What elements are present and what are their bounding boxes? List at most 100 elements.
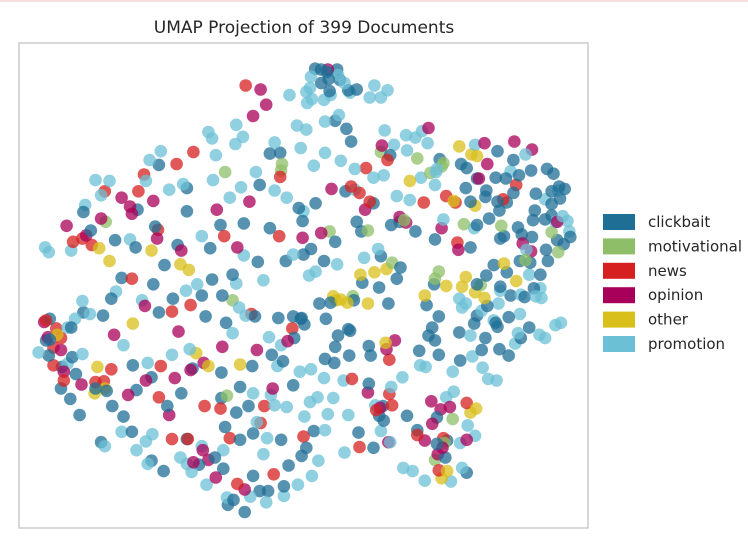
point-promotion-107 [165,348,179,362]
point-clickbait-213 [319,312,333,326]
point-promotion-78 [162,183,176,196]
point-clickbait-120 [261,484,275,498]
point-promotion-148 [447,385,461,399]
point-opinion-59 [138,299,152,313]
point-clickbait-15 [152,158,166,172]
point-opinion-3 [246,109,260,123]
point-promotion-164 [277,489,291,503]
point-clickbait-72 [42,349,56,362]
point-clickbait-93 [313,297,326,310]
point-opinion-38 [75,378,88,391]
point-motivational-0 [275,157,289,171]
point-promotion-141 [511,326,525,340]
point-news-24 [286,322,299,335]
point-clickbait-55 [148,220,162,233]
point-promotion-179 [130,443,143,457]
point-other-38 [497,257,511,270]
point-promotion-188 [330,258,344,271]
point-promotion-138 [466,350,479,363]
point-motivational-13 [545,225,558,239]
point-clickbait-67 [96,309,110,322]
point-promotion-126 [298,410,311,423]
point-clickbait-127 [282,459,295,472]
point-clickbait-97 [343,324,357,338]
point-promotion-143 [538,331,552,345]
legend-label-clickbait: clickbait [648,213,710,231]
point-opinion-1 [254,83,267,96]
point-clickbait-82 [126,359,140,372]
point-opinion-14 [243,195,256,208]
point-news-42 [297,430,310,443]
point-clickbait-47 [292,201,306,215]
point-promotion-70 [249,165,263,179]
point-clickbait-165 [538,213,552,226]
point-clickbait-32 [529,187,543,200]
point-opinion-27 [125,207,139,221]
point-clickbait-74 [69,367,83,381]
point-clickbait-61 [115,271,128,285]
point-news-39 [223,431,237,445]
point-other-6 [92,241,106,255]
point-promotion-124 [268,399,281,412]
point-news-25 [39,314,53,327]
point-clickbait-125 [277,480,291,493]
point-news-30 [57,374,71,387]
point-opinion-5 [375,139,389,152]
point-clickbait-90 [265,348,279,362]
point-news-15 [217,229,231,243]
point-clickbait-2 [320,65,334,79]
point-clickbait-29 [552,180,566,193]
point-clickbait-174 [394,261,407,274]
point-promotion-55 [367,171,380,184]
point-clickbait-170 [350,215,364,229]
point-opinion-54 [209,471,223,484]
point-promotion-99 [83,307,97,321]
point-promotion-119 [327,391,340,405]
point-clickbait-12 [344,135,358,148]
point-promotion-132 [396,371,409,384]
point-news-5 [132,185,145,198]
point-clickbait-175 [428,233,442,246]
point-clickbait-100 [328,340,342,354]
point-clickbait-65 [216,289,229,302]
point-clickbait-145 [502,310,515,324]
point-promotion-127 [321,407,335,421]
point-news-34 [154,359,168,373]
point-promotion-26 [468,138,482,152]
point-opinion-42 [184,363,197,377]
point-opinion-23 [94,212,108,225]
point-clickbait-185 [504,289,517,302]
point-news-41 [258,399,271,413]
point-promotion-121 [303,395,317,409]
point-promotion-112 [262,330,276,344]
point-promotion-2 [338,76,351,90]
points-layer [32,62,577,519]
point-promotion-155 [418,474,432,488]
point-promotion-54 [377,169,391,182]
point-clickbait-77 [100,384,113,398]
point-clickbait-203 [248,310,262,323]
point-clickbait-178 [487,258,501,272]
point-other-7 [103,254,116,268]
point-clickbait-108 [274,433,288,447]
point-other-4 [447,194,461,208]
point-promotion-69 [143,153,156,167]
point-promotion-52 [403,193,417,207]
point-promotion-23 [421,136,434,150]
point-promotion-57 [334,154,348,168]
point-clickbait-80 [106,399,119,413]
point-clickbait-26 [524,164,538,177]
point-news-44 [231,477,244,491]
point-clickbait-11 [340,122,353,136]
point-opinion-12 [325,182,338,196]
point-other-19 [478,291,491,305]
point-opinion-37 [57,365,71,379]
point-promotion-61 [268,136,281,149]
point-promotion-161 [312,454,325,468]
point-clickbait-52 [237,217,251,230]
point-clickbait-212 [251,255,265,269]
point-other-9 [145,244,158,257]
point-promotion-6 [363,91,377,104]
point-clickbait-179 [494,232,507,245]
point-promotion-145 [554,316,568,330]
